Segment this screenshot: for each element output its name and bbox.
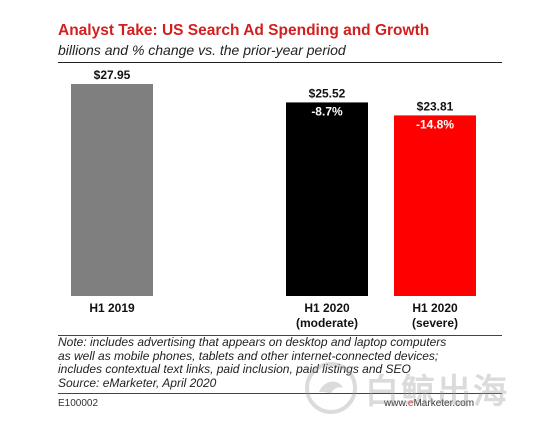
- note-line: includes contextual text links, paid inc…: [58, 362, 411, 376]
- bar-2: [286, 102, 368, 296]
- category-label: (severe): [412, 316, 458, 330]
- chart-note: Note: includes advertising that appears …: [58, 335, 508, 390]
- brand-e: e: [407, 398, 414, 409]
- note-line: as well as mobile phones, tablets and ot…: [58, 348, 439, 363]
- chart-title: Analyst Take: US Search Ad Spending and …: [58, 22, 430, 39]
- bar-3: [394, 115, 476, 296]
- brand-prefix: www.: [384, 398, 408, 409]
- brand-url[interactable]: www.eMarketer.com: [384, 398, 474, 409]
- source-line: Source: eMarketer, April 2020: [58, 375, 217, 390]
- value-label: $25.52: [309, 86, 346, 100]
- category-label: (moderate): [296, 316, 358, 330]
- change-label: -14.8%: [416, 117, 454, 131]
- value-label: $23.81: [417, 99, 454, 113]
- chart-divider: [58, 335, 502, 336]
- footer-divider: [58, 393, 502, 394]
- category-label: H1 2020: [412, 301, 458, 315]
- chart-subtitle: billions and % change vs. the prior-year…: [58, 42, 346, 58]
- bar-1: [71, 84, 153, 296]
- category-label: H1 2019: [89, 301, 135, 315]
- value-label: $27.95: [94, 68, 131, 82]
- change-label: -8.7%: [311, 104, 343, 118]
- category-label: H1 2020: [304, 301, 350, 315]
- brand-rest: Marketer.com: [413, 398, 475, 409]
- chart-code: E100002: [58, 398, 99, 409]
- title-divider: [58, 62, 502, 63]
- note-line: Note: includes advertising that appears …: [58, 335, 447, 349]
